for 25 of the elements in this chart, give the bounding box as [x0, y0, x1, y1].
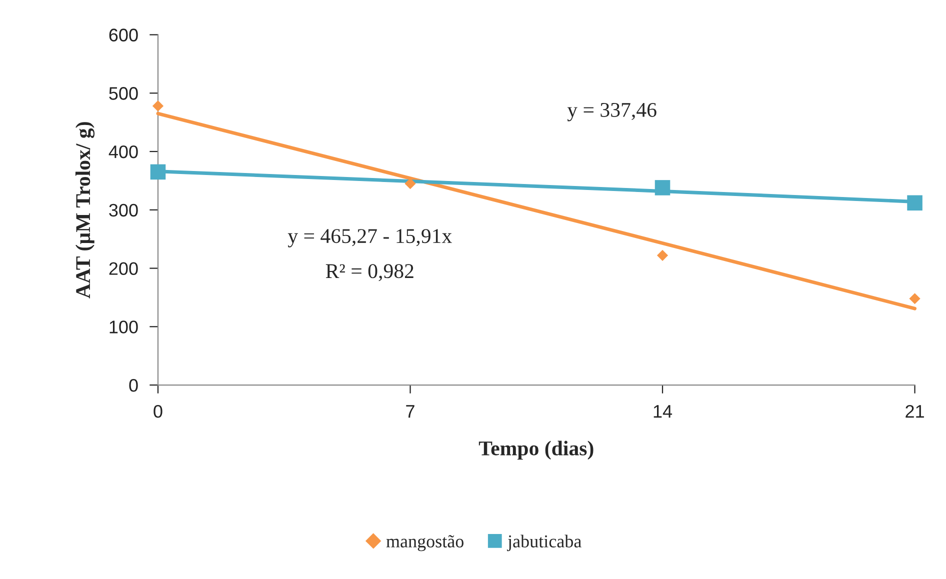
annotation: y = 465,27 - 15,91x — [288, 229, 452, 248]
y-tick-label: 600 — [109, 28, 138, 42]
point — [907, 195, 922, 211]
annotation: R² = 0,982 — [326, 264, 414, 282]
x-tick-label: 0 — [154, 404, 162, 418]
y-tick-label: 200 — [109, 262, 138, 275]
x-tick-label: 21 — [906, 404, 924, 418]
y-tick-label: 300 — [109, 204, 138, 217]
x-tick-label: 14 — [654, 405, 672, 418]
legend-label: mangostão — [386, 535, 464, 552]
y-tick-label: 500 — [109, 87, 138, 100]
point — [909, 293, 920, 304]
y-tick-label: 0 — [129, 378, 138, 392]
annotation: y = 337,46 — [567, 102, 656, 122]
point — [150, 164, 166, 180]
point — [152, 100, 164, 112]
point — [654, 180, 670, 196]
y-tick-label: 100 — [110, 320, 138, 334]
legend-label: jabuticaba — [507, 534, 582, 552]
y-axis-title: AAT (µM Trolox/ g) — [75, 122, 95, 298]
x-tick-label: 7 — [406, 405, 414, 418]
x-axis-title: Tempo (dias) — [478, 440, 594, 460]
y-tick-label: 400 — [108, 145, 138, 158]
point — [656, 250, 668, 261]
point — [404, 178, 416, 190]
